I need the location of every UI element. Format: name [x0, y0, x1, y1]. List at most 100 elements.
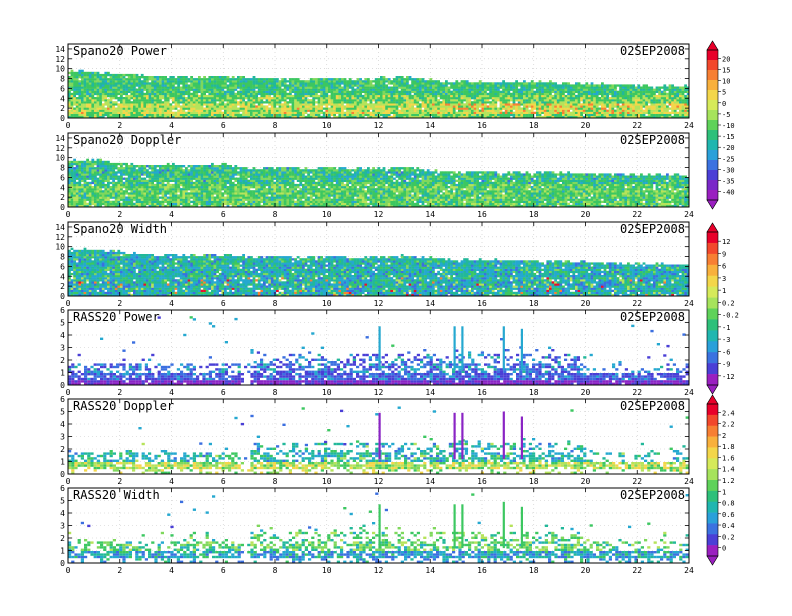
heatmap-cell	[403, 82, 407, 85]
heatmap-cell	[512, 92, 516, 96]
heatmap-cell	[432, 97, 435, 100]
heatmap-cell	[655, 103, 659, 106]
heatmap-cell	[658, 97, 661, 100]
heatmap-cell	[88, 76, 92, 79]
heatmap-cell	[231, 115, 235, 118]
heatmap-cell	[143, 88, 147, 91]
heatmap-cell	[216, 84, 219, 87]
heatmap-cell	[629, 115, 633, 118]
heatmap-cell	[161, 111, 165, 114]
heatmap-cell	[153, 113, 157, 117]
heatmap-cell	[195, 90, 199, 93]
heatmap-cell	[328, 88, 331, 91]
heatmap-cell	[398, 113, 401, 117]
heatmap-cell	[133, 198, 136, 201]
heatmap-cell	[88, 90, 92, 93]
heatmap-cell	[99, 73, 102, 77]
heatmap-cell	[226, 86, 230, 89]
heatmap-cell	[460, 84, 464, 87]
heatmap-cell	[221, 97, 225, 100]
heatmap-cell	[146, 181, 149, 185]
heatmap-cell	[104, 78, 108, 81]
heatmap-cell	[538, 82, 542, 85]
heatmap-cell	[564, 90, 568, 93]
heatmap-cell	[122, 183, 126, 187]
heatmap-cell	[411, 113, 414, 117]
heatmap-cell	[593, 84, 596, 87]
heatmap-cell	[478, 84, 482, 87]
heatmap-cell	[484, 111, 487, 114]
heatmap-cell	[148, 78, 152, 81]
heatmap-cell	[208, 82, 212, 85]
heatmap-cell	[94, 105, 97, 108]
heatmap-cell	[660, 94, 664, 98]
heatmap-cell	[398, 101, 401, 104]
heatmap-cell	[364, 90, 368, 93]
heatmap-cell	[575, 99, 578, 102]
heatmap-cell	[86, 158, 89, 161]
heatmap-cell	[88, 88, 92, 91]
heatmap-cell	[647, 109, 651, 112]
heatmap-cell	[676, 115, 680, 118]
heatmap-cell	[138, 111, 141, 114]
heatmap-cell	[658, 99, 661, 102]
heatmap-cell	[270, 97, 274, 100]
heatmap-cell	[78, 160, 82, 164]
heatmap-cell	[408, 78, 412, 81]
heatmap-cell	[491, 92, 495, 96]
heatmap-cell	[172, 99, 175, 102]
heatmap-cell	[536, 113, 539, 117]
heatmap-cell	[569, 90, 573, 93]
heatmap-cell	[413, 115, 417, 118]
heatmap-cell	[263, 105, 266, 108]
heatmap-cell	[588, 84, 591, 87]
heatmap-cell	[247, 99, 251, 102]
heatmap-cell	[504, 111, 508, 114]
heatmap-cell	[114, 101, 118, 104]
heatmap-cell	[382, 78, 386, 81]
heatmap-cell	[125, 186, 128, 189]
heatmap-cell	[486, 101, 490, 104]
heatmap-cell	[447, 86, 451, 89]
heatmap-cell	[395, 99, 399, 102]
heatmap-cell	[387, 107, 391, 110]
heatmap-cell	[528, 99, 531, 102]
heatmap-cell	[140, 107, 144, 110]
heatmap-cell	[582, 94, 586, 98]
heatmap-cell	[231, 90, 235, 93]
heatmap-cell	[369, 103, 373, 106]
heatmap-cell	[73, 204, 76, 207]
heatmap-cell	[185, 88, 188, 91]
heatmap-cell	[395, 78, 399, 81]
heatmap-cell	[351, 88, 355, 91]
heatmap-cell	[426, 99, 430, 102]
heatmap-cell	[164, 80, 167, 83]
heatmap-cell	[130, 80, 134, 83]
heatmap-cell	[315, 111, 318, 114]
heatmap-cell	[356, 107, 360, 110]
heatmap-cell	[413, 94, 417, 98]
heatmap-cell	[645, 111, 648, 114]
heatmap-cell	[429, 99, 433, 102]
heatmap-cell	[78, 194, 82, 197]
heatmap-cell	[569, 101, 573, 104]
heatmap-cell	[403, 115, 407, 118]
heatmap-cell	[491, 90, 495, 93]
heatmap-cell	[569, 84, 573, 87]
heatmap-cell	[546, 109, 550, 112]
heatmap-cell	[138, 115, 141, 118]
heatmap-cell	[244, 97, 248, 100]
heatmap-cell	[380, 84, 383, 87]
heatmap-cell	[83, 78, 87, 81]
heatmap-cell	[294, 97, 297, 100]
heatmap-cell	[312, 115, 316, 118]
heatmap-cell	[400, 76, 404, 79]
heatmap-cell	[442, 113, 446, 117]
heatmap-cell	[114, 115, 118, 118]
heatmap-cell	[309, 82, 313, 85]
heatmap-cell	[127, 99, 131, 102]
heatmap-cell	[296, 84, 300, 87]
heatmap-cell	[536, 92, 539, 96]
heatmap-cell	[68, 84, 71, 87]
heatmap-cell	[478, 88, 482, 91]
